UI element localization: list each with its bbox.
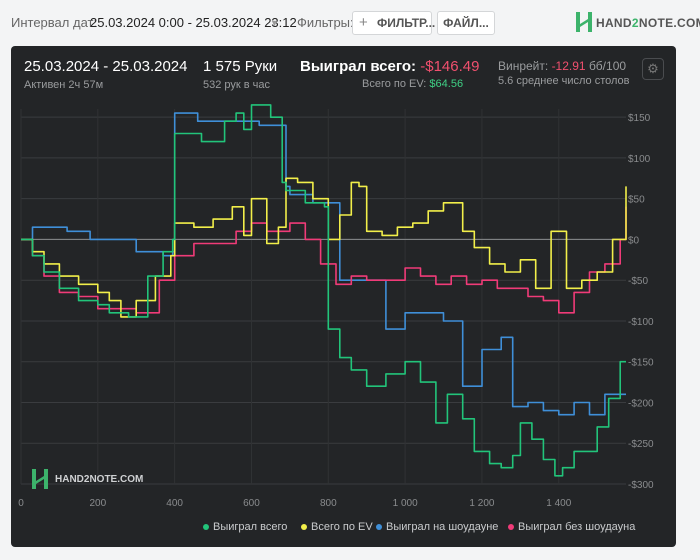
summary-date-range: 25.03.2024 - 25.03.2024: [24, 58, 188, 75]
legend-dot-non-showdown: [508, 524, 514, 531]
legend-item-ev[interactable]: Всего по EV: [301, 521, 373, 533]
x-tick-label: 1 400: [546, 498, 571, 509]
legend-dot-ev: [301, 524, 307, 531]
summary-avg-tables: 5.6 среднее число столов: [498, 75, 630, 87]
y-tick-label: $0: [628, 235, 640, 246]
file-button[interactable]: ФАЙЛ...: [437, 11, 495, 35]
summary-winrate: Винрейт: -12.91 бб/100: [498, 59, 627, 73]
add-filter-button[interactable]: + ФИЛЬТР...: [352, 11, 436, 35]
series-line-ev: [21, 177, 627, 318]
y-tick-label: $100: [628, 154, 651, 165]
x-tick-label: 400: [166, 498, 183, 509]
profit-graph: $150 $100 $50 $0 -$50 -$100 -$150 -$200 -$250 -$3…: [18, 104, 654, 509]
plus-icon: +: [359, 14, 368, 31]
legend-dot-won: [203, 524, 209, 531]
summary-won-value: -$146.49: [420, 58, 480, 75]
y-tick-label: -$50: [628, 276, 648, 287]
legend-item-non-showdown[interactable]: Выиграл без шоудауна: [508, 521, 635, 533]
summary-winrate-value: -12.91: [551, 59, 586, 73]
y-tick-label: -$200: [628, 398, 654, 409]
y-tick-label: $50: [628, 195, 645, 206]
x-tick-label: 800: [320, 498, 337, 509]
series-line-non_showdown: [21, 206, 627, 314]
chart-legend: Выиграл всего Всего по EV Выиграл на шоу…: [11, 521, 676, 537]
gear-icon[interactable]: ⚙: [642, 58, 664, 80]
x-tick-label: 1 200: [469, 498, 494, 509]
x-tick-label: 0: [18, 498, 24, 509]
y-tick-label: -$300: [628, 480, 654, 491]
series-line-showdown: [21, 112, 626, 416]
legend-item-won[interactable]: Выиграл всего: [203, 521, 287, 533]
y-tick-label: -$150: [628, 358, 654, 369]
filters-label: Фильтры:: [297, 15, 354, 30]
summary-ev-total: Всего по EV: $64.56: [362, 78, 464, 90]
watermark: HAND2NOTE.COM: [30, 469, 150, 491]
logo-h-icon: [576, 12, 592, 32]
y-tick-label: -$250: [628, 439, 654, 450]
watermark-logo-icon: [32, 469, 48, 489]
chevron-down-icon[interactable]: ▼: [270, 18, 279, 28]
summary-active-time: Активен 2ч 57м: [24, 79, 104, 91]
summary-hands-per-hour: 532 рук в час: [203, 79, 271, 91]
graph-panel: 25.03.2024 - 25.03.2024 Активен 2ч 57м 1…: [11, 46, 676, 547]
legend-item-showdown[interactable]: Выиграл на шоудауне: [376, 521, 498, 533]
add-filter-label: ФИЛЬТР...: [377, 16, 436, 30]
summary-won-total: Выиграл всего: -$146.49: [300, 58, 480, 75]
x-tick-label: 1 000: [393, 498, 418, 509]
summary-ev-value: $64.56: [429, 78, 464, 90]
hand2note-logo: HAND2NOTE.COM: [576, 12, 700, 34]
y-tick-label: $150: [628, 113, 651, 124]
legend-dot-showdown: [376, 524, 382, 531]
series-line-won: [21, 104, 626, 477]
y-tick-label: -$100: [628, 317, 654, 328]
watermark-text: HAND2NOTE.COM: [55, 474, 144, 485]
date-range-picker[interactable]: 25.03.2024 0:00 - 25.03.2024 23:12: [90, 15, 297, 30]
x-tick-label: 200: [89, 498, 106, 509]
summary-hands: 1 575 Руки: [203, 58, 278, 75]
toolbar: Интервал дат: 25.03.2024 0:00 - 25.03.20…: [0, 0, 700, 44]
x-tick-label: 600: [243, 498, 260, 509]
date-range-label: Интервал дат:: [11, 15, 98, 30]
logo-text: HAND2NOTE.COM: [596, 16, 700, 30]
